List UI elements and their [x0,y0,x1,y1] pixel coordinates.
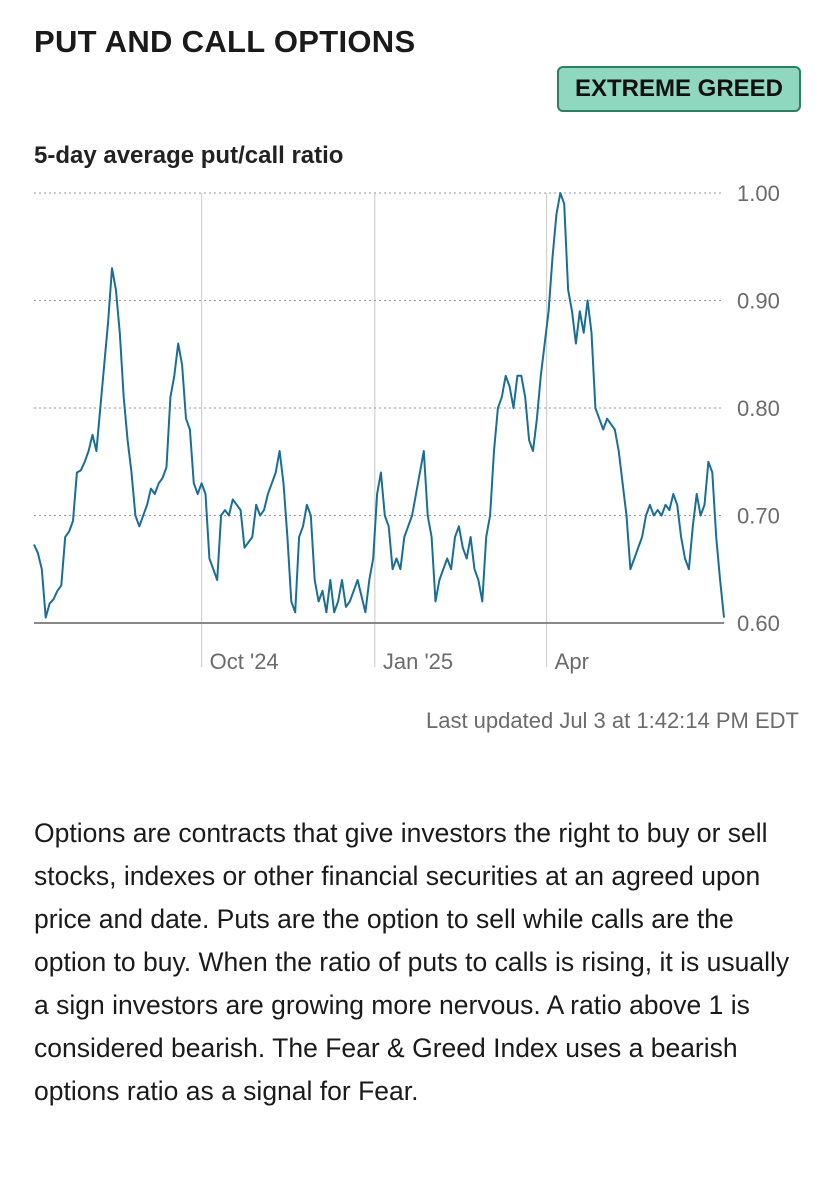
page-title: PUT AND CALL OPTIONS [34,24,416,59]
y-tick-label: 1.00 [737,181,780,206]
sentiment-badge: EXTREME GREED [556,66,801,112]
last-updated: Last updated Jul 3 at 1:42:14 PM EDT [425,708,799,733]
x-tick-label: Apr [555,649,589,674]
chart-title: 5-day average put/call ratio [34,142,344,169]
description-text: Options are contracts that give investor… [34,818,790,1106]
y-tick-label: 0.90 [737,289,780,314]
x-tick-label: Oct '24 [210,649,279,674]
sentiment-badge-label: EXTREME GREED [574,75,783,102]
y-tick-label: 0.60 [737,611,780,636]
vertical-gridlines [201,193,548,667]
y-tick-label: 0.80 [737,396,780,421]
put-call-ratio-line [33,192,725,619]
horizontal-gridlines [34,192,724,624]
x-axis-ticks: Oct '24 Jan '25 Apr [210,649,589,674]
y-axis-ticks: 1.00 0.90 0.80 0.70 0.60 [737,181,780,636]
put-call-chart: 1.00 0.90 0.80 0.70 0.60 Oct '24 Jan '25 Apr [33,181,780,674]
y-tick-label: 0.70 [737,504,780,529]
x-tick-label: Jan '25 [383,649,453,674]
